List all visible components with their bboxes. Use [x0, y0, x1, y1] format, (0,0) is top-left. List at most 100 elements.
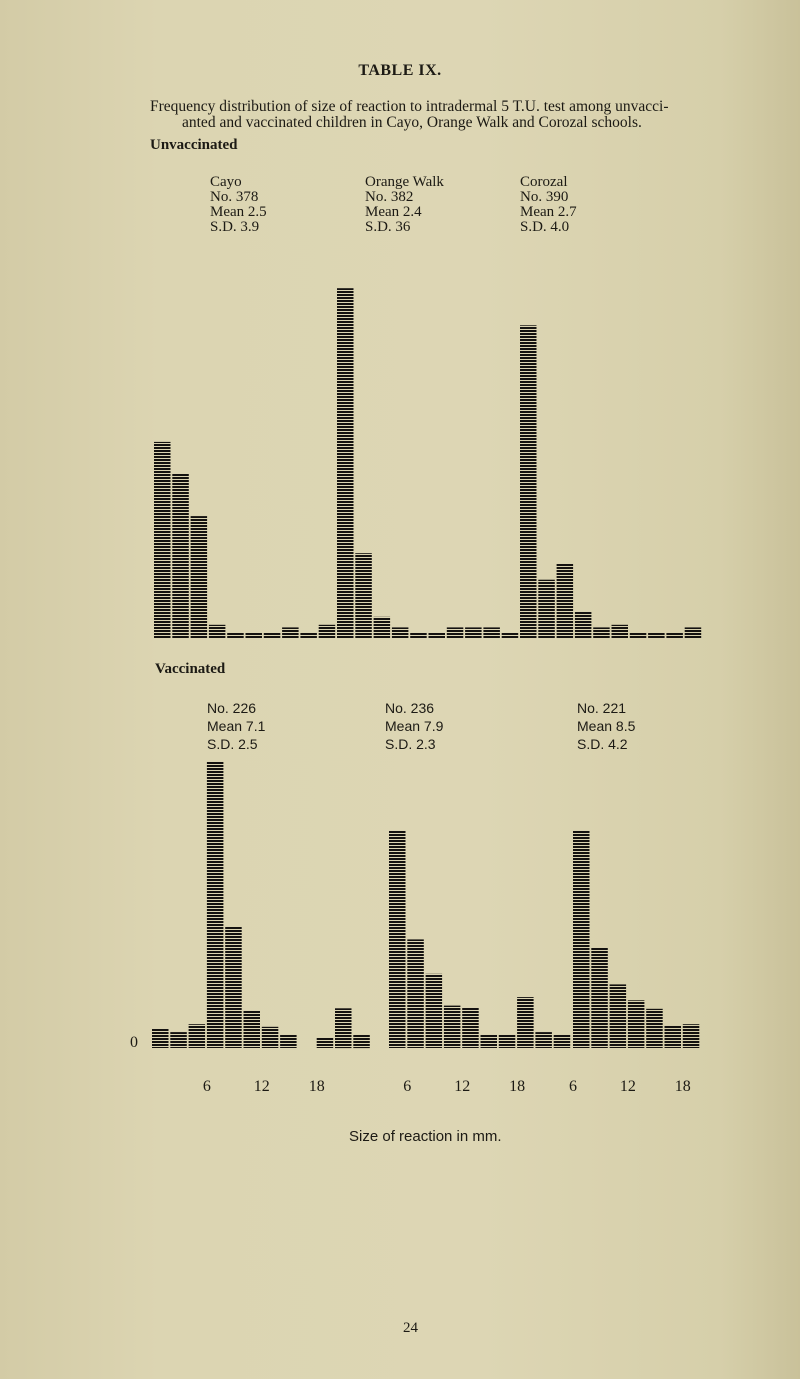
histogram-bar — [517, 997, 534, 1048]
panel-sd: S.D. 2.5 — [207, 736, 258, 752]
x-tick-label: 6 — [202, 1078, 211, 1095]
x-tick-label: 18 — [308, 1078, 325, 1095]
histogram-bar — [648, 632, 665, 638]
histogram-bar — [243, 1010, 260, 1048]
histogram-bar — [611, 624, 628, 639]
histogram-bar — [389, 830, 406, 1048]
y-zero-label: 0 — [130, 1034, 138, 1051]
histogram-bar — [591, 947, 608, 1048]
histogram-bar — [553, 1034, 571, 1048]
section-vaccinated: Vaccinated — [155, 661, 226, 677]
histogram-bar — [337, 288, 354, 638]
histogram-bar — [428, 632, 445, 638]
histogram-bar — [245, 632, 262, 638]
panel-no: No. 236 — [385, 700, 435, 716]
histogram-bar — [335, 1008, 352, 1049]
histogram-bar — [443, 1005, 461, 1048]
panel-header-corozal: Corozal No. 390 Mean 2.7 S.D. 4.0 — [520, 175, 577, 235]
histogram-bar — [410, 632, 427, 638]
panel-header-orange-walk: Orange Walk No. 382 Mean 2.4 S.D. 36 — [365, 175, 444, 235]
histogram-bar — [538, 579, 555, 638]
histogram-bar — [425, 973, 443, 1048]
histogram-bar — [627, 1000, 645, 1048]
histogram-bar — [556, 563, 574, 638]
histogram-bar — [609, 984, 627, 1048]
histogram-bar — [170, 1032, 187, 1048]
histogram-bar — [206, 761, 224, 1048]
histogram-bar — [684, 627, 702, 638]
histogram-bar — [574, 611, 592, 638]
histogram-bar — [152, 1028, 169, 1048]
histogram-bar — [263, 632, 281, 638]
histogram-bar — [682, 1024, 700, 1048]
panel-header-vaccinated-3: No. 221 Mean 8.5 S.D. 4.2 — [577, 699, 635, 753]
x-tick-label: 6 — [403, 1078, 412, 1095]
caption-line-2: anted and vaccinated children in Cayo, O… — [182, 114, 642, 131]
x-tick-label: 12 — [619, 1078, 636, 1095]
panel-name: Orange Walk — [365, 174, 444, 190]
x-tick-label: 6 — [569, 1078, 577, 1095]
panel-sd: S.D. 3.9 — [210, 219, 260, 235]
x-axis-label: Size of reaction in mm. — [349, 1128, 502, 1145]
panel-name: Cayo — [210, 174, 242, 190]
panel-sd: S.D. 4.0 — [520, 219, 570, 235]
histogram-bar — [154, 441, 171, 638]
panel-header-vaccinated-1: No. 226 Mean 7.1 S.D. 2.5 — [207, 699, 265, 753]
panel-mean: Mean 8.5 — [577, 718, 636, 734]
section-unvaccinated: Unvaccinated — [150, 137, 238, 153]
panel-header-cayo: Cayo No. 378 Mean 2.5 S.D. 3.9 — [210, 175, 267, 235]
histogram-bar — [520, 325, 537, 638]
histogram-bar — [208, 624, 226, 639]
panel-mean: Mean 7.1 — [207, 718, 266, 734]
histogram-bar — [446, 627, 464, 638]
histogram-bar — [227, 632, 244, 638]
panel-header-vaccinated-2: No. 236 Mean 7.9 S.D. 2.3 — [385, 699, 443, 753]
histogram-bar — [316, 1037, 334, 1048]
x-tick-label: 18 — [674, 1078, 691, 1095]
table-title: TABLE IX. — [358, 62, 442, 79]
histogram-bar — [483, 627, 500, 638]
histogram-bar — [501, 632, 519, 638]
x-tick-label: 12 — [454, 1078, 471, 1095]
histogram-bar — [480, 1034, 497, 1048]
histogram-bar — [646, 1008, 663, 1048]
histogram-bar — [373, 616, 391, 638]
page-number: 24 — [403, 1320, 418, 1336]
panel-mean: Mean 2.5 — [210, 204, 267, 220]
histogram-bar — [355, 553, 372, 638]
panel-sd: S.D. 2.3 — [385, 736, 436, 752]
histogram-bar — [629, 632, 647, 638]
panel-mean: Mean 2.4 — [365, 204, 422, 220]
x-tick-label: 12 — [253, 1078, 270, 1095]
histogram-bar — [498, 1034, 516, 1048]
panel-sd: S.D. 4.2 — [577, 736, 628, 752]
panel-no: No. 226 — [207, 700, 257, 716]
histogram-bar — [593, 627, 610, 638]
histogram-bar — [664, 1025, 681, 1048]
panel-name: Corozal — [520, 174, 568, 190]
histogram-bar — [261, 1026, 279, 1048]
panel-no: No. 221 — [577, 700, 627, 716]
panel-mean: Mean 7.9 — [385, 718, 444, 734]
histogram-bar — [353, 1034, 370, 1049]
histogram-bar — [465, 627, 482, 638]
histogram-bar — [535, 1032, 552, 1048]
panel-no: No. 382 — [365, 189, 414, 205]
histogram-bar — [190, 516, 208, 638]
histogram-bar — [573, 830, 590, 1048]
panel-no: No. 390 — [520, 189, 569, 205]
histogram-bar — [280, 1034, 297, 1048]
histogram-bar — [318, 624, 336, 639]
caption-line-1: Frequency distribution of size of reacti… — [150, 98, 669, 115]
histogram-bar — [172, 473, 189, 638]
panel-no: No. 378 — [210, 189, 259, 205]
histogram-bar — [407, 939, 424, 1048]
histogram-bar — [666, 632, 683, 638]
panel-mean: Mean 2.7 — [520, 204, 577, 220]
histogram-bar — [300, 632, 317, 638]
histogram-bar — [282, 627, 299, 638]
histogram-bar — [391, 627, 409, 638]
x-tick-label: 18 — [509, 1078, 526, 1095]
histogram-bar — [462, 1007, 479, 1048]
